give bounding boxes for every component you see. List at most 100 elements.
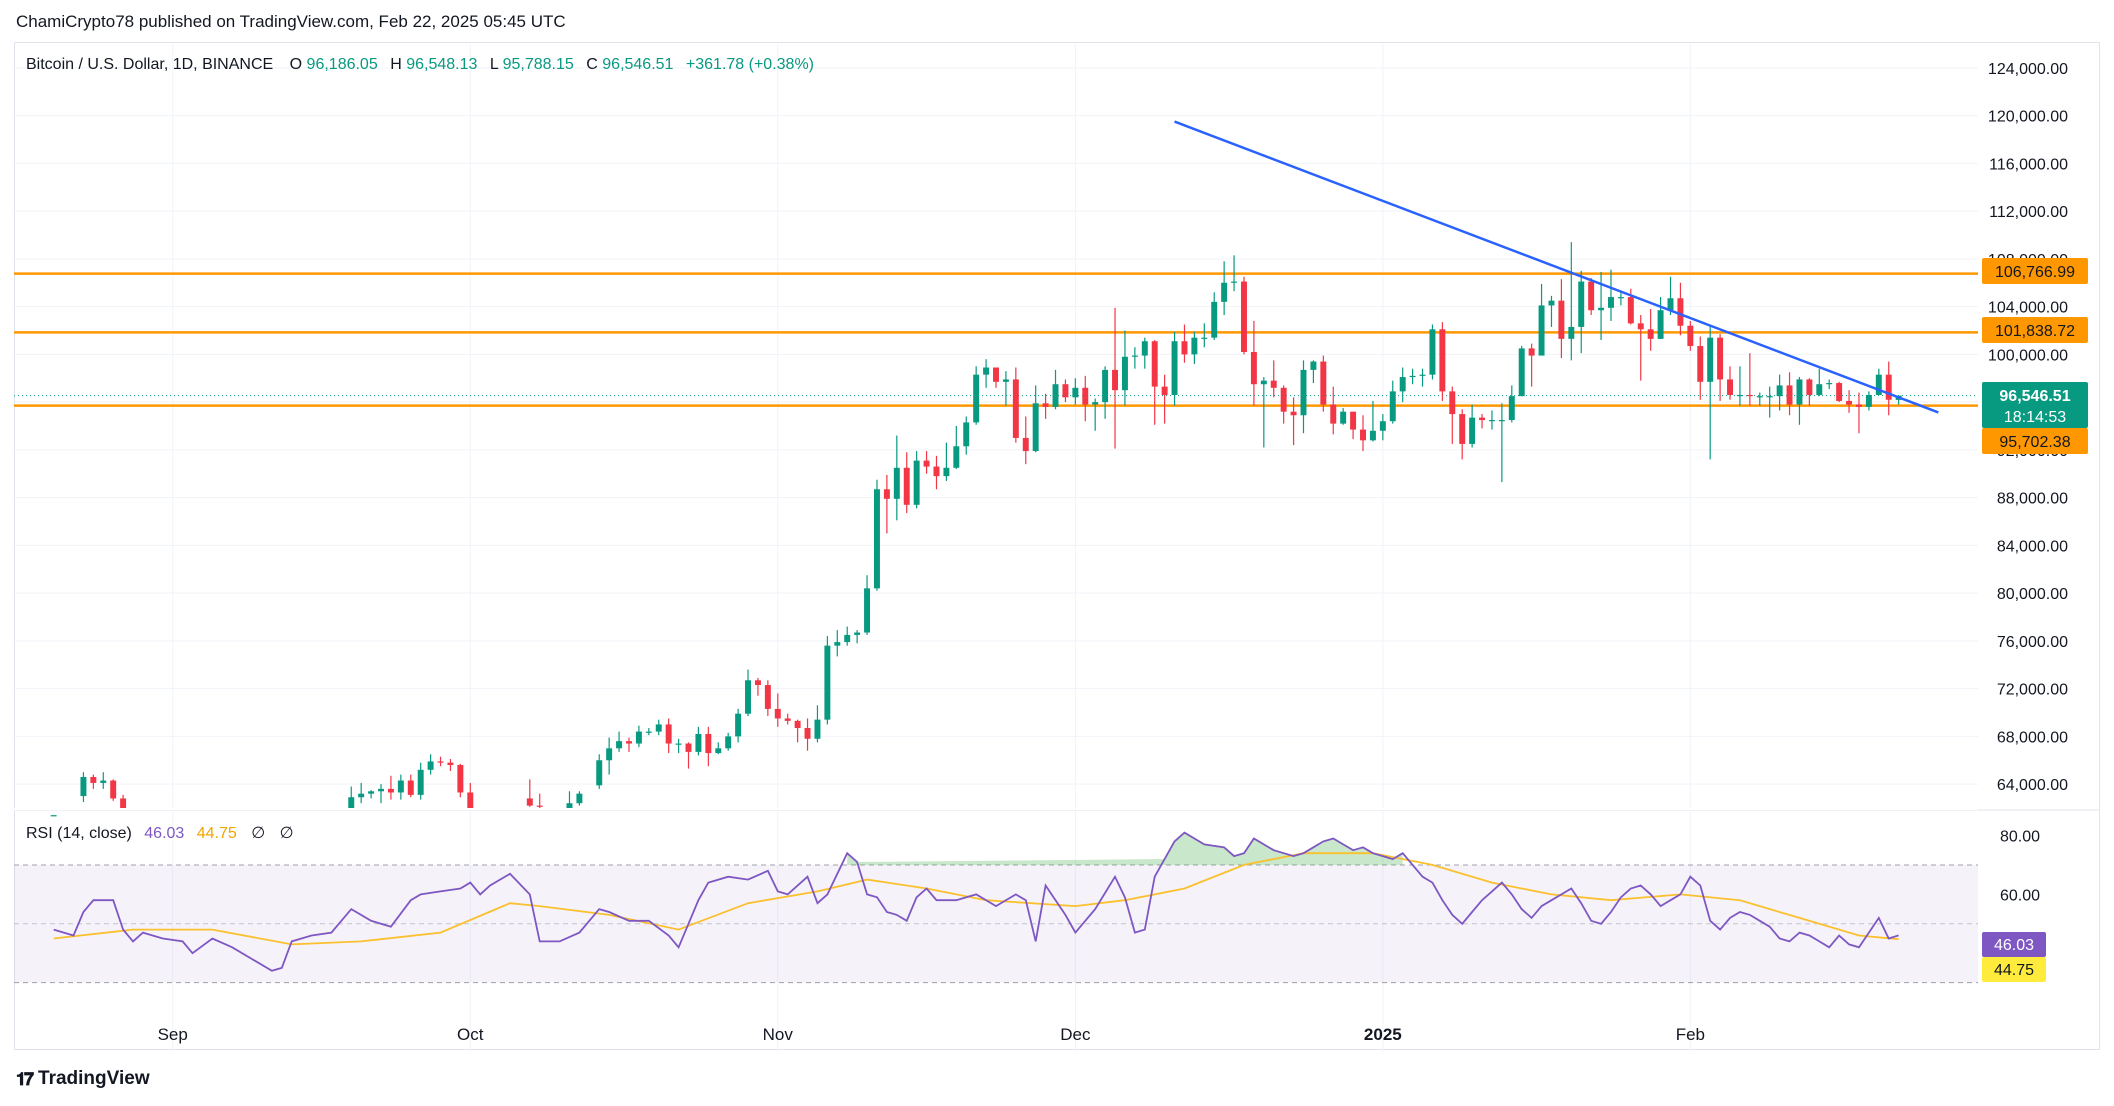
symbol-legend[interactable]: Bitcoin / U.S. Dollar, 1D, BINANCE: [26, 56, 273, 73]
candle-body: [437, 761, 444, 763]
rsi-legend-extra-2: ∅: [280, 825, 294, 842]
chart-frame: [14, 42, 2100, 1050]
candle: [120, 794, 127, 808]
candle-body: [1270, 380, 1277, 388]
candle: [80, 772, 87, 803]
candle: [1727, 366, 1733, 400]
candle: [1062, 379, 1069, 403]
candle: [1796, 377, 1803, 425]
candle-body: [1260, 380, 1267, 385]
candle-body: [1836, 383, 1843, 401]
candle-body: [1498, 420, 1505, 422]
candle-body: [764, 685, 771, 709]
candle: [407, 774, 414, 798]
candle: [1488, 410, 1495, 430]
candle: [90, 774, 97, 789]
candle: [50, 815, 57, 817]
candle: [1310, 360, 1317, 384]
candle: [963, 416, 970, 455]
candle: [397, 774, 404, 800]
candle: [1756, 392, 1763, 406]
candle: [1022, 416, 1029, 465]
candle-body: [1290, 411, 1297, 416]
time-axis[interactable]: Sep Oct Nov Dec 2025 Feb: [158, 1025, 1705, 1044]
candle: [685, 742, 692, 769]
price-tick-label: 64,000.00: [1997, 777, 2068, 794]
candle-body: [993, 367, 999, 382]
candle-body: [100, 780, 107, 783]
rsi-ma-legend-value: 44.75: [197, 825, 237, 842]
candle: [1072, 378, 1079, 405]
candle: [1846, 390, 1853, 413]
candle-body: [1756, 396, 1763, 398]
candle: [695, 726, 702, 756]
candle-body: [1012, 379, 1019, 438]
candle: [1171, 331, 1178, 406]
candle-body: [1221, 282, 1228, 302]
candle: [427, 754, 434, 775]
candle-body: [1340, 411, 1347, 424]
candle: [1836, 381, 1843, 403]
candle: [784, 713, 791, 725]
candle-body: [834, 642, 841, 646]
candle: [1389, 380, 1396, 424]
candle: [536, 793, 543, 808]
candle: [1270, 360, 1277, 398]
candle: [457, 763, 464, 798]
candle: [873, 479, 880, 591]
candle-body: [1360, 429, 1366, 441]
candle-body: [635, 731, 642, 744]
trend-line[interactable]: [1174, 120, 1939, 414]
candle-body: [923, 460, 930, 467]
candle-body: [1171, 341, 1178, 395]
candle-body: [1657, 310, 1664, 339]
price-axis[interactable]: 124,000.00 120,000.00 116,000.00 112,000.00…: [1988, 61, 2068, 904]
candle: [933, 455, 940, 490]
candle-body: [1280, 387, 1287, 412]
candle: [1429, 324, 1436, 380]
candle-body: [1598, 307, 1605, 311]
high-label: H: [390, 56, 402, 73]
candle-body: [1112, 369, 1119, 391]
candle: [864, 575, 871, 635]
candle: [616, 731, 623, 752]
open-value: 96,186.05: [307, 56, 378, 73]
price-tick-label: 100,000.00: [1988, 347, 2068, 364]
candle-body: [120, 798, 127, 808]
candle: [447, 759, 454, 771]
candle: [1300, 360, 1307, 434]
candle-body: [1151, 341, 1158, 387]
candle-body: [754, 680, 761, 686]
candle: [675, 738, 682, 754]
price-tick-label: 84,000.00: [1997, 538, 2068, 555]
candle: [1250, 320, 1257, 406]
price-tick-label: 88,000.00: [1997, 491, 2068, 508]
price-tick-label: 124,000.00: [1988, 61, 2068, 78]
candle: [596, 754, 603, 789]
candle-body: [1588, 281, 1595, 311]
candle: [1865, 391, 1872, 411]
price-tick-label: 120,000.00: [1988, 109, 2068, 126]
price-label-res1-text: 106,766.99: [1995, 264, 2075, 281]
candle: [1578, 270, 1585, 354]
candle: [1231, 255, 1238, 292]
candle-body: [1161, 386, 1168, 395]
tradingview-logo[interactable]: 𝟏𝟕 TradingView: [16, 1068, 150, 1090]
candle: [1280, 385, 1287, 424]
candle: [467, 782, 474, 808]
candle-body: [735, 713, 742, 737]
candle: [1042, 393, 1049, 419]
time-tick-label: Dec: [1060, 1025, 1091, 1044]
candle-body: [1449, 391, 1456, 415]
candle-body: [348, 797, 355, 808]
candle: [1320, 355, 1327, 412]
rsi-legend-name[interactable]: RSI (14, close): [26, 825, 132, 842]
candle-body: [1677, 298, 1684, 326]
rsi-background: [14, 864, 1978, 984]
candle-body: [804, 728, 811, 739]
candle-body: [378, 788, 384, 792]
candle: [844, 626, 851, 646]
candle-body: [705, 733, 712, 754]
candle-body: [1578, 281, 1585, 327]
